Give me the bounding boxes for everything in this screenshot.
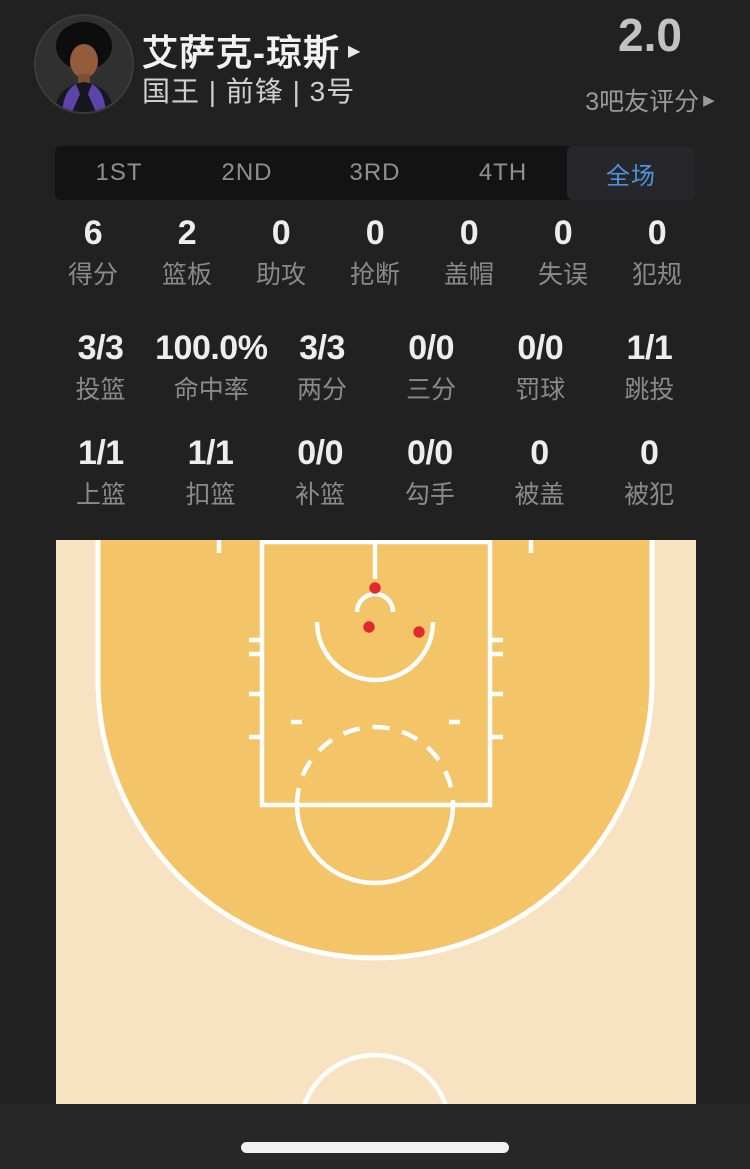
stat-value: 0: [639, 434, 659, 472]
stat-putback: 0/0 补篮: [265, 435, 375, 508]
stat-value: 1/1: [626, 329, 673, 367]
stat-value: 100.0%: [155, 329, 268, 367]
stat-label: 盖帽: [443, 261, 494, 289]
stat-label: 扣篮: [185, 481, 236, 509]
stat-label: 犯规: [631, 261, 682, 289]
free-throw-circle-dashed: [294, 724, 456, 806]
stat-value: 1/1: [77, 434, 124, 472]
stat-label: 三分: [406, 376, 457, 404]
shot-marker: [363, 621, 375, 633]
stat-label: 得分: [67, 261, 118, 289]
stat-fg-pct: 100.0% 命中率: [155, 329, 268, 404]
stat-label: 被盖: [514, 481, 565, 509]
stat-label: 投篮: [75, 376, 126, 404]
player-avatar-image: [36, 16, 132, 112]
court-inner-floor: [98, 540, 652, 958]
stat-blocks: 0 盖帽: [422, 215, 516, 288]
fan-rating-value: 2.0: [618, 9, 682, 61]
stat-value: 0: [365, 214, 385, 252]
three-point-line: [95, 540, 655, 961]
stat-label: 被犯: [624, 481, 675, 509]
fan-rating-link[interactable]: 3吧友评分 ▶: [570, 82, 730, 118]
tab-2nd[interactable]: 2ND: [221, 159, 273, 186]
bottom-strip: [0, 1104, 750, 1169]
stat-value: 2: [177, 214, 197, 252]
stat-value: 0/0: [408, 329, 455, 367]
player-avatar[interactable]: [34, 14, 134, 114]
stat-hook: 0/0 勾手: [375, 435, 485, 508]
tab-4th[interactable]: 4TH: [478, 159, 528, 186]
chevron-right-icon: ▶: [348, 43, 362, 60]
stat-value: 0: [459, 214, 479, 252]
stat-value: 3/3: [299, 329, 345, 367]
stat-points: 6 得分: [46, 215, 140, 288]
stat-ft: 0/0 罚球: [486, 330, 595, 403]
chevron-right-icon: ▶: [703, 92, 715, 109]
stat-value: 1/1: [187, 434, 234, 472]
shot-marker: [369, 582, 381, 594]
tab-3rd[interactable]: 3RD: [349, 159, 401, 186]
stat-label: 助攻: [255, 261, 306, 289]
stat-label: 上篮: [75, 481, 126, 509]
stat-steals: 0 抢断: [328, 215, 422, 288]
shot-markers: [363, 582, 425, 638]
stat-row-shooting: 3/3 投篮 100.0% 命中率 3/3 两分 0/0 三分 0/0 罚球 1…: [46, 330, 704, 403]
stat-label: 命中率: [173, 376, 249, 404]
stat-label: 补篮: [295, 481, 346, 509]
stat-blocked-against: 0 被盖: [485, 435, 595, 508]
stat-value: 0/0: [297, 434, 344, 472]
player-name-row[interactable]: 艾萨克-琼斯 ▶: [142, 24, 361, 76]
lane-hash-marks: [249, 637, 503, 740]
stat-fouled-against: 0 被犯: [594, 435, 704, 508]
player-team-position: 国王 | 前锋 | 3号: [142, 76, 356, 107]
restricted-area-arc: [314, 621, 436, 683]
rim-arc: [354, 591, 396, 613]
fan-rating-caption: 3吧友评分: [585, 88, 700, 116]
player-name: 艾萨克-琼斯: [142, 32, 340, 73]
stat-label: 跳投: [624, 376, 675, 404]
stat-label: 失误: [537, 261, 588, 289]
tab-full-game[interactable]: 全场: [567, 146, 695, 200]
stat-assists: 0 助攻: [234, 215, 328, 288]
stat-value: 0: [271, 214, 291, 252]
stat-row-shot-types: 1/1 上篮 1/1 扣篮 0/0 补篮 0/0 勾手 0 被盖 0 被犯: [46, 435, 704, 508]
stat-dunk: 1/1 扣篮: [156, 435, 266, 508]
stat-turnovers: 0 失误: [516, 215, 610, 288]
stat-value: 0/0: [517, 329, 564, 367]
baseline-ticks: [216, 540, 534, 553]
stat-label: 勾手: [404, 481, 455, 509]
home-indicator[interactable]: [241, 1142, 509, 1153]
quarter-tabbar: 1ST 2ND 3RD 4TH 全场: [55, 146, 695, 200]
stat-value: 6: [83, 214, 103, 252]
halfcourt-diagram: [56, 540, 696, 1104]
stat-row-basic: 6 得分 2 篮板 0 助攻 0 抢断 0 盖帽 0 失误 0 犯规: [46, 215, 704, 288]
stat-fouls: 0 犯规: [610, 215, 704, 288]
stat-2pt: 3/3 两分: [267, 330, 376, 403]
stat-3pt: 0/0 三分: [377, 330, 486, 403]
stat-layup: 1/1 上篮: [46, 435, 156, 508]
shot-chart: [56, 540, 696, 1104]
stat-value: 0: [553, 214, 573, 252]
shot-marker: [413, 626, 425, 638]
stat-jumpshot: 1/1 跳投: [595, 330, 704, 403]
tab-1st[interactable]: 1ST: [95, 159, 143, 186]
center-circle: [302, 1052, 448, 1104]
stat-value: 0: [530, 434, 549, 472]
stat-value: 3/3: [77, 329, 124, 367]
free-throw-circle-solid: [294, 804, 456, 886]
stat-value: 0: [647, 214, 667, 252]
stat-rebounds: 2 篮板: [140, 215, 234, 288]
stat-label: 抢断: [349, 261, 400, 289]
stat-label: 篮板: [161, 261, 212, 289]
stat-label: 罚球: [515, 376, 566, 404]
stat-label: 两分: [297, 376, 348, 404]
stat-fg: 3/3 投篮: [46, 330, 155, 403]
stat-value: 0/0: [406, 434, 453, 472]
